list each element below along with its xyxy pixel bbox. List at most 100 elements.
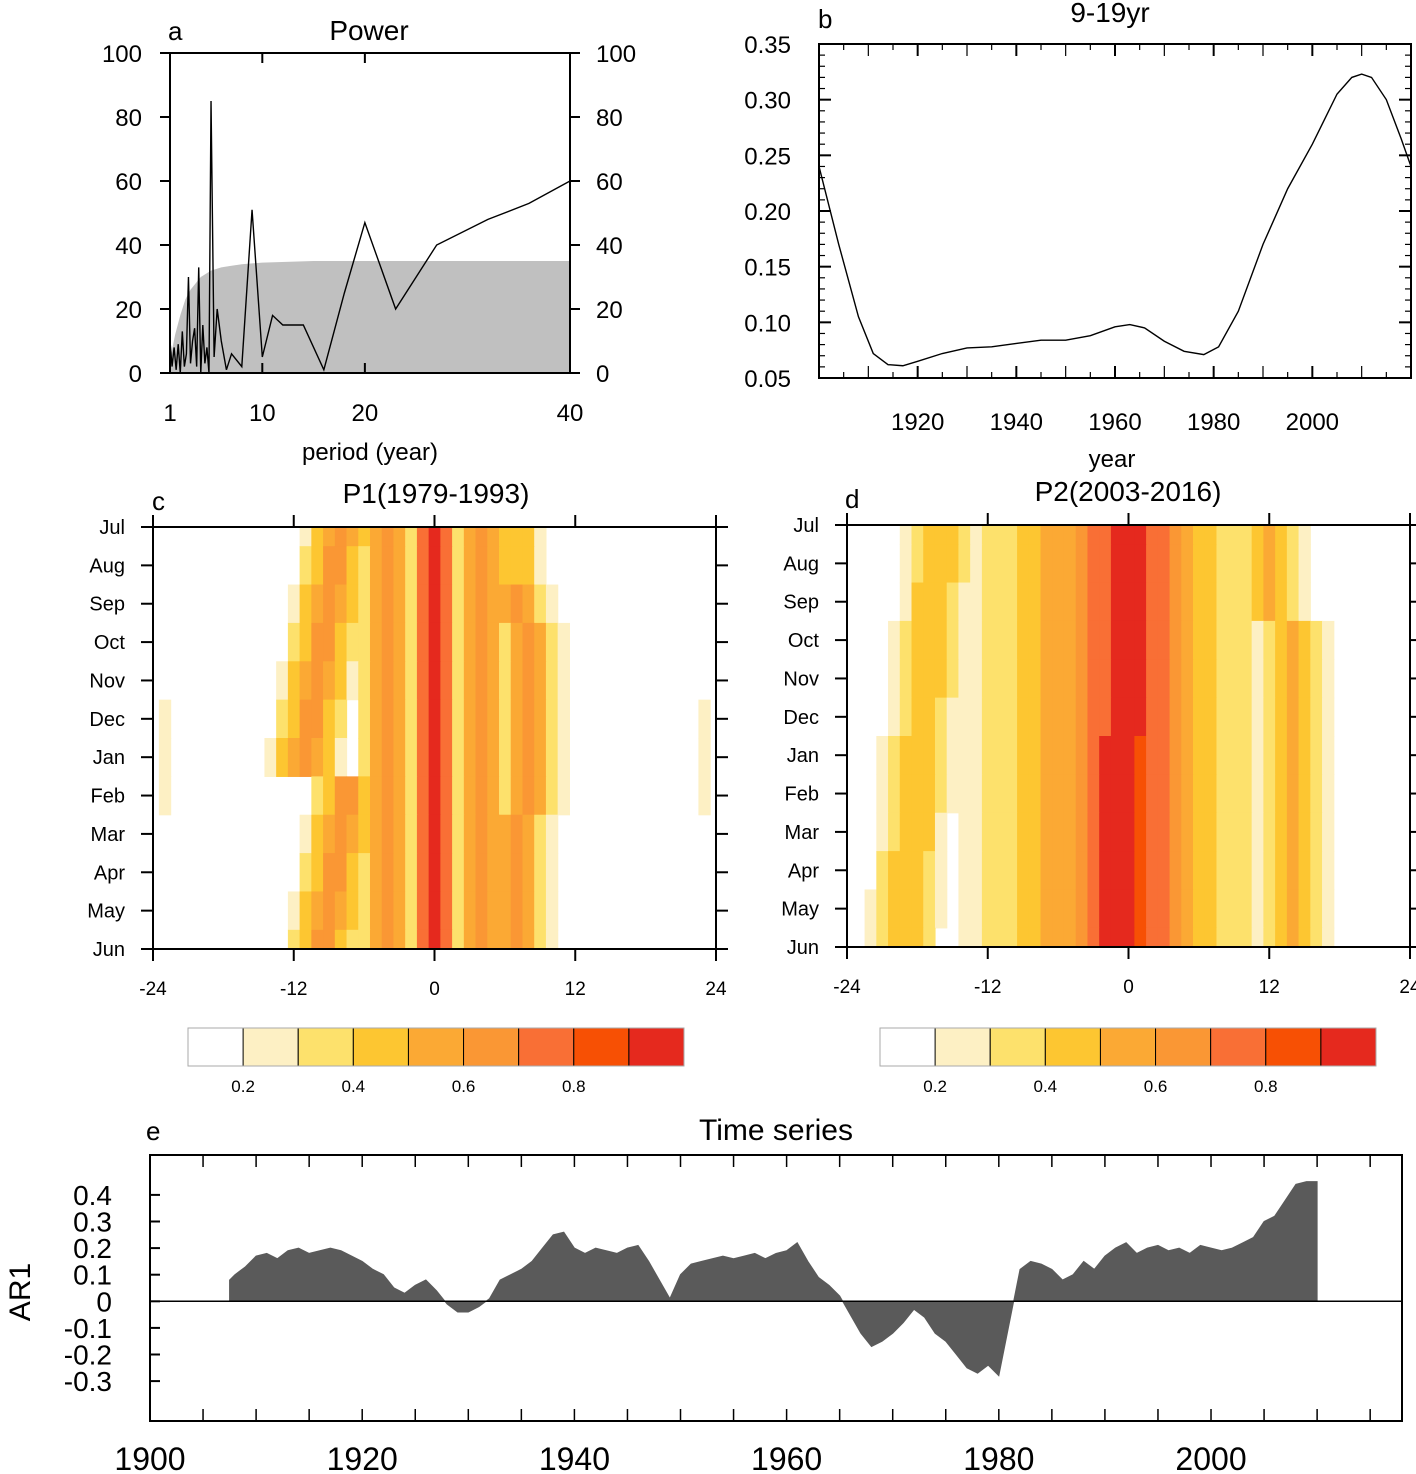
- heatmap-cell: [876, 736, 889, 775]
- heatmap-cell: [545, 891, 559, 931]
- heatmap-cell: [1275, 544, 1288, 584]
- heatmap-cell: [358, 622, 371, 662]
- heatmap-cell: [510, 776, 524, 816]
- heatmap-cell: [1286, 736, 1300, 775]
- heatmap-cell: [1251, 736, 1264, 775]
- heatmap-cell: [1075, 620, 1089, 660]
- heatmap-cell: [1110, 525, 1124, 545]
- heatmap-cell: [499, 622, 512, 662]
- heatmap-cell: [1275, 774, 1288, 814]
- heatmap-cell: [346, 853, 359, 893]
- heatmap-cell: [970, 851, 983, 891]
- heatmap-cell: [323, 738, 336, 777]
- heatmap-cell: [1251, 774, 1264, 814]
- heatmap-cell: [463, 814, 477, 854]
- heatmap-cell: [1169, 525, 1182, 545]
- panel-a-label: a: [168, 16, 183, 46]
- heatmap-cell: [1075, 697, 1089, 737]
- heatmap-cell: [405, 584, 418, 624]
- heatmap-cell: [1005, 544, 1018, 584]
- heatmap-cell: [534, 738, 547, 777]
- heatmap-cell: [1216, 889, 1229, 929]
- panel-b-title: 9-19yr: [1070, 0, 1149, 28]
- heatmap-cell: [1239, 697, 1253, 737]
- heatmap-cell: [1122, 620, 1135, 660]
- heatmap-cell: [1216, 544, 1229, 584]
- heatmap-cell: [1122, 659, 1135, 699]
- heatmap-ytick-label: Aug: [783, 553, 819, 575]
- heatmap-cell: [299, 814, 312, 854]
- heatmap-cell: [1263, 812, 1276, 852]
- heatmap-xtick-label: 0: [1123, 977, 1134, 998]
- heatmap-cell: [1028, 544, 1042, 584]
- heatmap-cell: [1193, 525, 1206, 545]
- a-ytick-label-left: 100: [102, 41, 142, 68]
- heatmap-cell: [1017, 544, 1030, 584]
- heatmap-cell: [1286, 659, 1300, 699]
- heatmap-cell: [970, 889, 983, 929]
- heatmap-cell: [1286, 620, 1300, 660]
- colorbar-box: [242, 1027, 299, 1067]
- heatmap-cell: [946, 525, 960, 545]
- heatmap-cell: [452, 853, 465, 893]
- heatmap-cell: [499, 891, 512, 931]
- heatmap-cell: [1146, 774, 1159, 814]
- colorbar-box: [352, 1027, 409, 1067]
- heatmap-cell: [1216, 620, 1229, 660]
- heatmap-cell: [1146, 697, 1159, 737]
- heatmap-cell: [1040, 659, 1053, 699]
- heatmap-ytick-label: Jun: [787, 937, 819, 959]
- heatmap-cell: [334, 814, 348, 854]
- heatmap-cell: [1275, 525, 1288, 545]
- heatmap-ytick-label: Apr: [788, 860, 819, 882]
- heatmap-cell: [499, 776, 512, 816]
- heatmap-cell: [299, 891, 312, 931]
- heatmap-cell: [1134, 582, 1147, 622]
- heatmap-cell: [981, 620, 995, 660]
- heatmap-cell: [934, 659, 948, 699]
- heatmap-cell: [428, 699, 441, 739]
- ar1-area: [229, 1181, 1318, 1377]
- colorbar-box: [188, 1028, 244, 1066]
- heatmap-cell: [158, 776, 172, 816]
- heatmap-cell: [475, 814, 488, 854]
- heatmap-cell: [405, 891, 418, 931]
- a-ytick-label-left: 20: [115, 297, 142, 324]
- heatmap-cell: [334, 776, 348, 816]
- heatmap-cell: [1239, 851, 1253, 891]
- heatmap-cell: [440, 738, 453, 777]
- heatmap-cell: [899, 851, 913, 891]
- panel-e-ylabel: AR1: [4, 1263, 37, 1321]
- heatmap-cell: [369, 929, 383, 950]
- heatmap-cell: [1286, 697, 1300, 737]
- heatmap-cell: [1052, 582, 1065, 622]
- heatmap-cell: [487, 699, 500, 739]
- heatmap-cell: [452, 622, 465, 662]
- heatmap-cell: [463, 661, 477, 701]
- heatmap-cell: [499, 853, 512, 893]
- heatmap-cell: [1017, 582, 1030, 622]
- heatmap-cell: [487, 929, 500, 950]
- heatmap-cell: [970, 525, 983, 545]
- heatmap-cell: [1087, 774, 1100, 814]
- heatmap-cell: [1005, 659, 1018, 699]
- heatmap-cell: [323, 546, 336, 586]
- heatmap-cell: [1204, 659, 1218, 699]
- colorbar-box: [1155, 1027, 1212, 1067]
- heatmap-cell: [311, 738, 324, 777]
- colorbar-frame: [879, 1027, 1377, 1067]
- heatmap-cell: [510, 699, 524, 739]
- heatmap-cell: [323, 622, 336, 662]
- heatmap-cell: [1134, 812, 1147, 852]
- colorbar-tick-label: 0.4: [342, 1077, 366, 1096]
- heatmap-cell: [381, 738, 395, 777]
- heatmap-cell: [358, 527, 371, 547]
- a-ytick-label-left: 60: [115, 169, 142, 196]
- heatmap-cell: [1063, 525, 1077, 545]
- heatmap-cell: [1298, 851, 1311, 891]
- heatmap-cell: [1275, 659, 1288, 699]
- heatmap-cell: [545, 622, 559, 662]
- heatmap-cell: [1099, 525, 1112, 545]
- heatmap-cell: [1204, 736, 1218, 775]
- heatmap-cell: [1122, 544, 1135, 584]
